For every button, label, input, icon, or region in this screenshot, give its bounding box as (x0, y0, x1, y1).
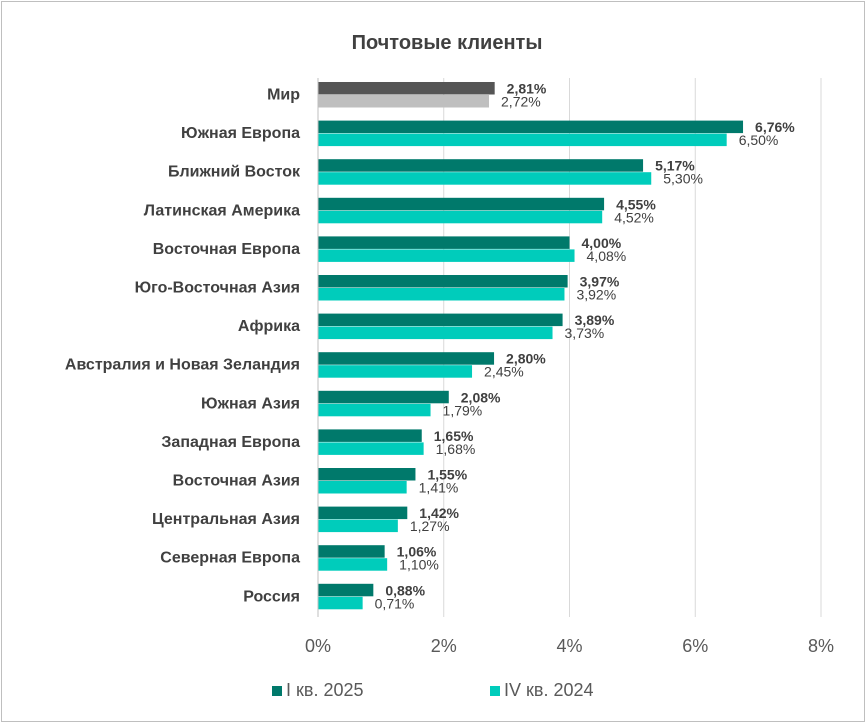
category-label-1: Южная Европа (181, 125, 300, 142)
bar-series1-2 (318, 159, 644, 172)
bar-series2-12 (318, 558, 388, 571)
bar-series1-12 (318, 545, 385, 558)
x-tick-label-3: 6% (682, 636, 708, 656)
value-label-series1-7: 2,80% (506, 351, 546, 367)
bar-series2-6 (318, 326, 553, 340)
value-label-series2-5: 3,92% (576, 287, 616, 303)
category-label-11: Центральная Азия (152, 511, 300, 528)
x-tick-label-1: 2% (431, 636, 457, 656)
bar-series2-3 (318, 210, 603, 224)
x-tick-label-0: 0% (305, 636, 331, 656)
category-label-8: Южная Азия (201, 395, 300, 412)
bar-series1-1 (318, 120, 744, 134)
category-label-13: Россия (243, 588, 300, 605)
value-label-series1-6: 3,89% (575, 312, 615, 328)
value-label-series2-8: 1,79% (443, 402, 483, 418)
value-label-series2-7: 2,45% (484, 364, 524, 380)
bar-series1-3 (318, 197, 605, 211)
bar-series1-0 (318, 82, 495, 95)
value-label-series2-3: 4,52% (614, 209, 654, 225)
value-label-series2-0: 2,72% (501, 94, 541, 110)
bar-series2-11 (318, 519, 398, 533)
legend-label-series2: IV кв. 2024 (504, 680, 594, 700)
bar-series1-10 (318, 468, 416, 481)
value-label-series1-9: 1,65% (434, 428, 474, 444)
legend-swatch-series2 (490, 686, 500, 696)
category-label-4: Восточная Европа (153, 241, 300, 258)
bar-series2-4 (318, 249, 575, 262)
value-label-series1-13: 0,88% (385, 582, 425, 598)
bar-series2-10 (318, 481, 407, 494)
bar-series1-11 (318, 506, 408, 520)
category-label-9: Западная Европа (161, 434, 300, 451)
category-label-7: Австралия и Новая Зеландия (65, 357, 300, 374)
x-tick-label-4: 8% (808, 636, 834, 656)
bar-series1-9 (318, 429, 422, 442)
category-label-0: Мир (267, 87, 300, 104)
legend-label-series1: I кв. 2025 (286, 680, 363, 700)
value-label-series1-5: 3,97% (580, 274, 620, 290)
category-label-5: Юго-Восточная Азия (135, 280, 300, 297)
legend-swatch-series1 (272, 686, 282, 696)
category-label-12: Северная Европа (160, 550, 300, 567)
category-label-3: Латинская Америка (144, 202, 300, 219)
bar-series2-9 (318, 442, 424, 455)
bar-series1-13 (318, 583, 374, 597)
bar-series2-1 (318, 133, 727, 147)
value-label-series1-3: 4,55% (616, 196, 656, 212)
bar-series2-8 (318, 403, 431, 417)
value-label-series1-11: 1,42% (419, 505, 459, 521)
value-label-series2-10: 1,41% (419, 480, 459, 496)
bar-series1-8 (318, 390, 449, 404)
chart-title: Почтовые клиенты (352, 32, 543, 54)
value-label-series1-12: 1,06% (397, 544, 437, 560)
value-label-series2-11: 1,27% (410, 518, 450, 534)
value-label-series1-8: 2,08% (461, 389, 501, 405)
value-label-series1-0: 2,81% (507, 81, 547, 97)
value-label-series1-10: 1,55% (427, 467, 467, 483)
bar-series1-7 (318, 352, 495, 365)
x-tick-label-2: 4% (556, 636, 582, 656)
bar-series2-5 (318, 288, 565, 301)
bar-series2-7 (318, 365, 473, 378)
value-label-series2-1: 6,50% (739, 132, 779, 148)
value-label-series2-6: 3,73% (565, 325, 605, 341)
category-label-2: Ближний Восток (168, 164, 301, 181)
bar-series2-0 (318, 95, 490, 108)
value-label-series2-9: 1,68% (436, 441, 476, 457)
value-label-series2-2: 5,30% (663, 171, 703, 187)
value-label-series1-2: 5,17% (655, 158, 695, 174)
bar-series1-6 (318, 313, 563, 327)
bar-series1-4 (318, 236, 570, 249)
category-label-10: Восточная Азия (173, 473, 300, 490)
bar-series2-13 (318, 596, 363, 610)
value-label-series2-13: 0,71% (375, 595, 415, 611)
value-label-series2-4: 4,08% (587, 248, 627, 264)
value-label-series1-4: 4,00% (582, 235, 622, 251)
bar-series1-5 (318, 275, 568, 288)
value-label-series2-12: 1,10% (399, 557, 439, 573)
category-label-6: Африка (238, 318, 300, 335)
value-label-series1-1: 6,76% (755, 119, 795, 135)
bar-series2-2 (318, 172, 652, 185)
